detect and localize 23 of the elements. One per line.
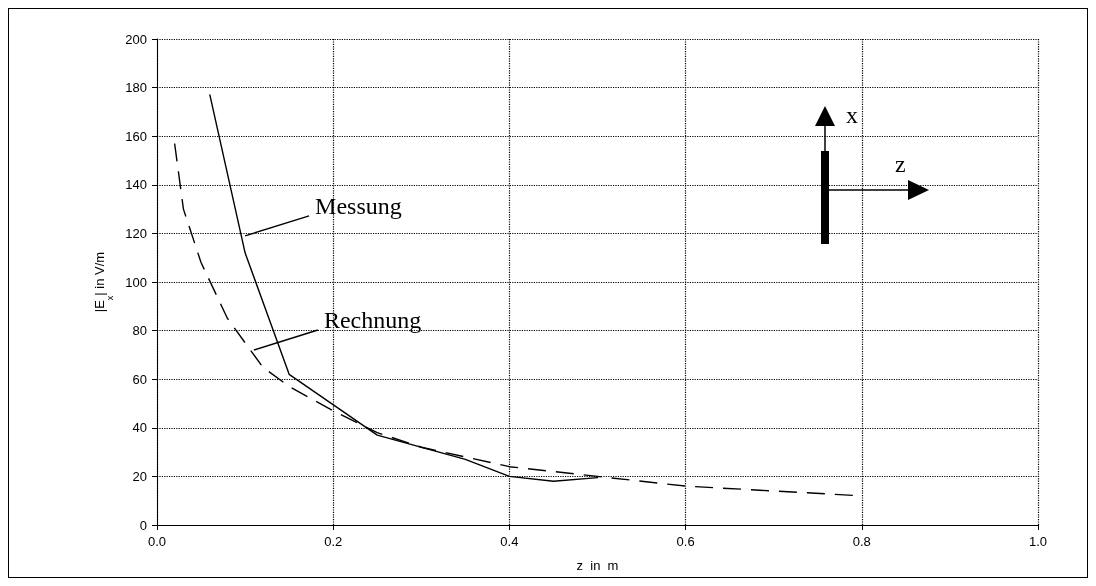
y-tick-label: 60: [132, 371, 147, 387]
y-tick-label: 100: [125, 274, 147, 290]
y-tick-label: 180: [125, 80, 147, 96]
x-tick-label: 0.4: [500, 534, 519, 549]
y-tick-label: 40: [132, 420, 147, 436]
x-tick-label: 0.6: [676, 534, 695, 549]
y-tick-label: 0: [139, 517, 147, 533]
y-tick-label: 160: [125, 128, 147, 144]
y-tick-label: 120: [125, 225, 147, 241]
x-axis-title: z in m: [576, 558, 619, 573]
x-tick-label: 0.8: [852, 534, 871, 549]
x-tick-label: 0.0: [147, 534, 167, 549]
y-tick-label: 80: [132, 323, 147, 339]
x-tick-label: 0.2: [324, 534, 343, 549]
x-tick-label: 1.0: [1028, 534, 1048, 549]
annotation: Messung: [315, 192, 402, 219]
y-tick-label: 140: [125, 177, 147, 193]
y-tick-label: 20: [132, 468, 147, 484]
annotation: x: [846, 102, 858, 128]
annotation: z: [895, 151, 906, 177]
y-axis-title: |Ex| in V/m: [92, 251, 115, 313]
y-tick-label: 200: [125, 31, 147, 47]
annotation: Rechnung: [323, 307, 422, 334]
